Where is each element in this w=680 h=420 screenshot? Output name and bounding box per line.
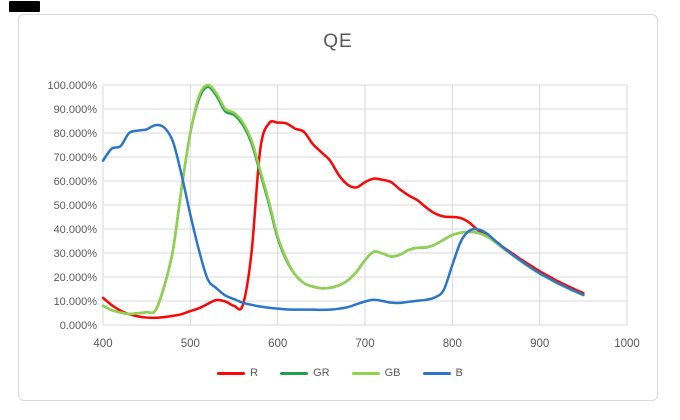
legend-label-GB: GB bbox=[384, 367, 401, 379]
x-tick-label: 600 bbox=[268, 338, 287, 350]
y-tick-label: 10.000% bbox=[54, 296, 98, 308]
y-tick-label: 70.000% bbox=[54, 152, 98, 164]
y-tick-label: 80.000% bbox=[54, 128, 98, 140]
y-tick-label: 30.000% bbox=[54, 248, 98, 260]
y-tick-label: 100.000% bbox=[47, 80, 97, 92]
x-tick-label: 700 bbox=[355, 338, 374, 350]
chart-legend: R GR GB B bbox=[0, 367, 680, 379]
x-tick-label: 400 bbox=[93, 338, 112, 350]
series-line-B[interactable] bbox=[101, 123, 585, 312]
legend-label-R: R bbox=[250, 367, 259, 379]
x-tick-label: 1000 bbox=[614, 338, 640, 350]
x-tick-label: 800 bbox=[443, 338, 462, 350]
legend-item-R[interactable]: R bbox=[217, 367, 258, 379]
y-tick-label: 40.000% bbox=[54, 224, 98, 236]
y-tick-label: 50.000% bbox=[54, 200, 98, 212]
legend-swatch-B bbox=[422, 371, 451, 375]
legend-item-GR[interactable]: GR bbox=[280, 367, 330, 379]
chart-frame[interactable] bbox=[18, 14, 658, 401]
legend-swatch-GR bbox=[280, 371, 309, 375]
y-tick-label: 60.000% bbox=[54, 176, 98, 188]
legend-swatch-GB bbox=[351, 371, 380, 375]
y-tick-label: 20.000% bbox=[54, 272, 98, 284]
legend-swatch-R bbox=[217, 371, 246, 375]
y-tick-label: 0.000% bbox=[60, 320, 98, 332]
chart-title: QE bbox=[323, 31, 353, 52]
legend-label-GR: GR bbox=[313, 367, 330, 379]
series-line-GR[interactable] bbox=[101, 85, 585, 316]
legend-item-GB[interactable]: GB bbox=[351, 367, 401, 379]
series-line-GB[interactable] bbox=[101, 83, 585, 316]
legend-label-B: B bbox=[455, 367, 463, 379]
x-tick-label: 500 bbox=[181, 338, 200, 350]
x-tick-label: 900 bbox=[530, 338, 549, 350]
legend-item-B[interactable]: B bbox=[422, 367, 463, 379]
screen-artifact-marker bbox=[9, 1, 40, 12]
y-tick-label: 90.000% bbox=[54, 104, 98, 116]
